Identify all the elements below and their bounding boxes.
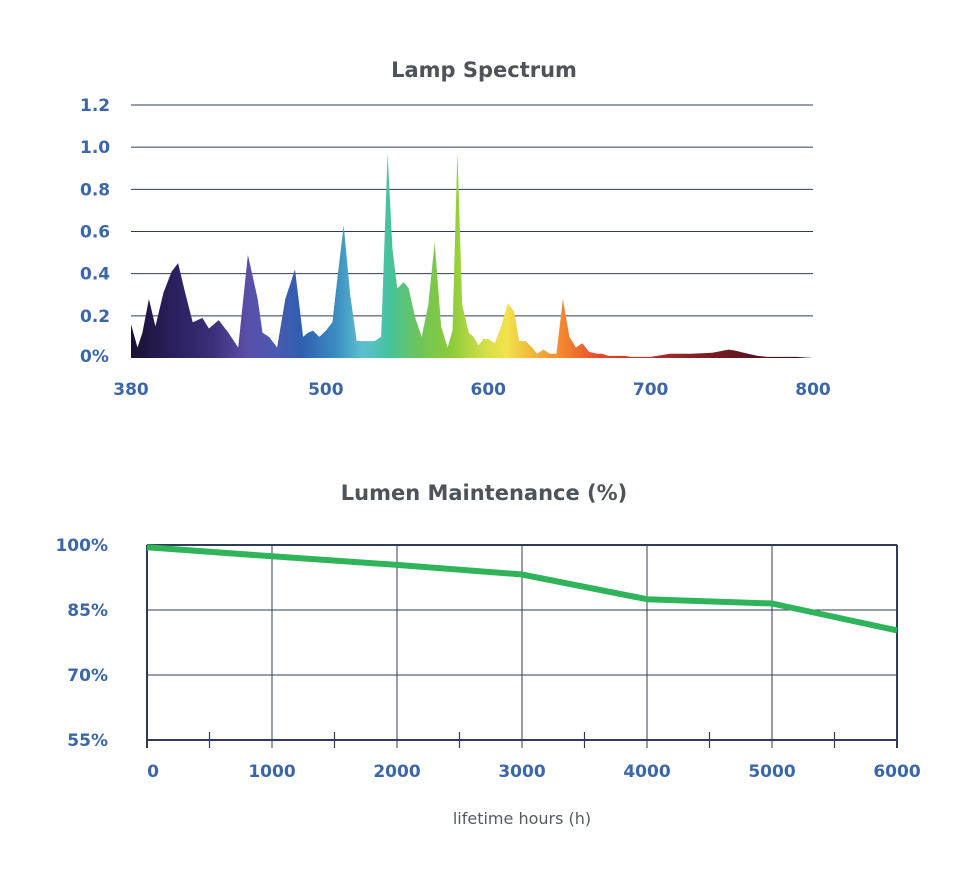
y-axis-tick-labels: 55% 70% 85% 100% — [55, 536, 108, 751]
y-tick-label: 85% — [67, 601, 108, 621]
y-tick-label: 1.0 — [80, 138, 110, 158]
y-tick-label: 55% — [67, 731, 108, 751]
lumen-series-line — [146, 544, 898, 634]
x-tick-label: 800 — [795, 380, 831, 400]
chart-title: Lumen Maintenance (%) — [341, 481, 628, 505]
y-tick-label: 0% — [80, 347, 109, 367]
x-tick-label: 2000 — [373, 762, 420, 782]
chart-title: Lamp Spectrum — [391, 58, 577, 82]
x-tick-label: 600 — [470, 380, 506, 400]
x-tick-label: 6000 — [873, 762, 920, 782]
x-axis-tick-labels: 380 500 600 700 800 — [113, 380, 831, 400]
x-tick-label: 700 — [633, 380, 669, 400]
gridlines — [146, 544, 898, 748]
lumen-maintenance-chart: Lumen Maintenance (%) 55% 70% 85% 100% 0 100… — [55, 481, 920, 828]
x-tick-label: 5000 — [748, 762, 795, 782]
y-tick-label: 100% — [55, 536, 108, 556]
x-axis-label: lifetime hours (h) — [453, 809, 591, 828]
spectrum-area — [131, 151, 813, 358]
lamp-spectrum-chart: Lamp Spectrum 0% 0.2 0.4 0.6 0.8 1.0 1.2 380 50… — [80, 58, 831, 400]
x-tick-label: 0 — [147, 762, 159, 782]
y-tick-label: 1.2 — [80, 96, 110, 116]
gridlines — [131, 104, 813, 317]
x-tick-label: 380 — [113, 380, 149, 400]
x-tick-label: 1000 — [248, 762, 295, 782]
x-tick-label: 500 — [308, 380, 344, 400]
x-tick-label: 3000 — [498, 762, 545, 782]
y-tick-label: 70% — [67, 666, 108, 686]
x-axis-tick-labels: 0 1000 2000 3000 4000 5000 6000 — [147, 762, 921, 782]
y-tick-label: 0.8 — [80, 180, 110, 200]
y-tick-label: 0.4 — [80, 265, 110, 285]
y-tick-label: 0.2 — [80, 307, 110, 327]
y-tick-label: 0.6 — [80, 223, 110, 243]
y-axis-tick-labels: 0% 0.2 0.4 0.6 0.8 1.0 1.2 — [80, 96, 110, 367]
x-tick-label: 4000 — [623, 762, 670, 782]
